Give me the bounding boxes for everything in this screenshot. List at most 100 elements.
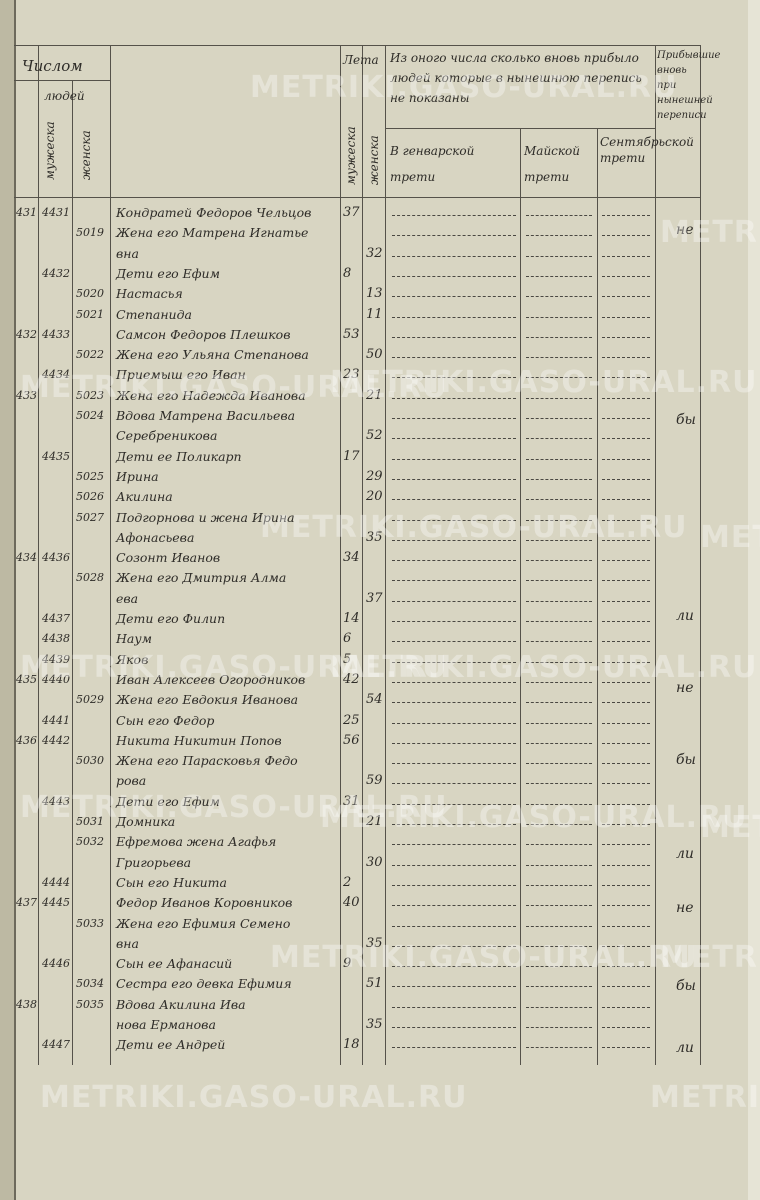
blank-dash [392, 905, 516, 907]
blank-dash [392, 702, 516, 704]
blank-dash [392, 783, 516, 785]
male-number: 4436 [42, 551, 70, 565]
blank-dash [602, 1027, 650, 1029]
row-rule [385, 128, 655, 129]
male-number: 4444 [42, 875, 70, 889]
female-number: 5032 [76, 835, 104, 849]
blank-dash [602, 275, 650, 278]
header-september: Сентябрьской трети [600, 135, 694, 165]
person-entry: Сын ее Афанасий [116, 956, 233, 972]
female-age: 54 [366, 692, 383, 708]
margin-note: не [676, 680, 694, 696]
blank-dash [392, 438, 516, 440]
margin-note: ли [676, 846, 694, 862]
blank-dash [392, 925, 516, 928]
margin-number: 434 [16, 551, 37, 565]
person-entry: Никита Никитин Попов [116, 732, 282, 748]
blank-dash [602, 1006, 650, 1009]
blank-dash [526, 275, 592, 278]
blank-dash [526, 966, 592, 968]
blank-dash [392, 397, 516, 400]
female-age: 32 [366, 245, 383, 261]
blank-dash [526, 539, 592, 542]
blank-dash [392, 1027, 516, 1029]
female-number: 5027 [76, 510, 104, 524]
blank-dash [602, 681, 650, 684]
male-age: 14 [343, 611, 360, 626]
watermark: METRIKI.GASO-URAL.RU [20, 650, 448, 685]
blank-dash [392, 560, 516, 562]
female-number: 5022 [76, 348, 104, 362]
blank-dash [392, 275, 516, 278]
person-entry: Дети ее Андрей [116, 1037, 226, 1053]
blank-dash [602, 458, 650, 461]
blank-dash [392, 458, 516, 461]
blank-dash [602, 478, 650, 481]
blank-dash [526, 844, 592, 846]
watermark: METRIKI.GASO-URAL.RU [270, 940, 698, 975]
blank-dash [602, 397, 650, 400]
female-age: 35 [366, 935, 383, 951]
blank-dash [392, 824, 516, 826]
margin-number: 436 [16, 733, 37, 747]
header-age-female: женска [367, 135, 381, 185]
person-entry: Григорьева [116, 854, 192, 870]
person-entry: ева [116, 590, 139, 606]
blank-dash [392, 844, 516, 846]
blank-dash [392, 1006, 516, 1009]
blank-dash [392, 235, 516, 237]
blank-dash [392, 661, 516, 664]
blank-dash [392, 621, 516, 623]
blank-dash [526, 458, 592, 461]
blank-dash [526, 945, 592, 948]
person-entry: Сестра его девка Ефимия [116, 976, 292, 992]
blank-dash [392, 377, 516, 379]
blank-dash [526, 418, 592, 420]
blank-dash [526, 722, 592, 725]
blank-dash [392, 539, 516, 542]
margin-note: бы [676, 752, 696, 768]
row-rule [14, 197, 700, 198]
male-age: 5 [343, 651, 352, 667]
blank-dash [602, 884, 650, 887]
male-age: 2 [343, 874, 352, 890]
male-number: 4437 [42, 612, 70, 625]
column-rule [385, 45, 386, 1065]
blank-dash [602, 763, 650, 765]
row-rule [14, 45, 700, 46]
blank-dash [526, 336, 592, 339]
blank-dash [526, 296, 592, 298]
margin-note: не [676, 900, 694, 916]
person-entry: Иван Алексеев Огородников [116, 671, 306, 687]
blank-dash [526, 1027, 592, 1029]
blank-dash [392, 763, 516, 765]
male-age: 23 [343, 367, 360, 383]
margin-note: бы [676, 978, 696, 994]
blank-dash [392, 255, 516, 258]
watermark: METRIKI.GASO-URAL.RU [40, 1080, 468, 1115]
blank-dash [526, 742, 592, 745]
blank-dash [526, 1047, 592, 1049]
page-edge [748, 0, 760, 1200]
person-entry: Федор Иванов Коровников [116, 895, 293, 911]
blank-dash [392, 641, 516, 643]
blank-dash [526, 763, 592, 765]
male-number: 4442 [42, 733, 70, 747]
blank-dash [392, 986, 516, 988]
blank-dash [602, 1047, 650, 1049]
female-age: 21 [366, 387, 383, 403]
female-number: 5030 [76, 754, 104, 768]
male-age: 42 [343, 671, 360, 687]
blank-dash [526, 438, 592, 440]
male-number: 4434 [42, 368, 70, 382]
blank-dash [602, 235, 650, 237]
male-number: 4440 [42, 672, 70, 686]
blank-dash [392, 600, 516, 603]
header-count: Числом [22, 57, 83, 75]
blank-dash [526, 864, 592, 867]
female-number: 5034 [76, 977, 104, 991]
blank-dash [602, 580, 650, 582]
person-entry: Яков [116, 651, 149, 667]
person-entry: Дети ее Поликарп [116, 448, 242, 464]
watermark: METRIKI.GASO-URAL.RU [660, 215, 760, 250]
